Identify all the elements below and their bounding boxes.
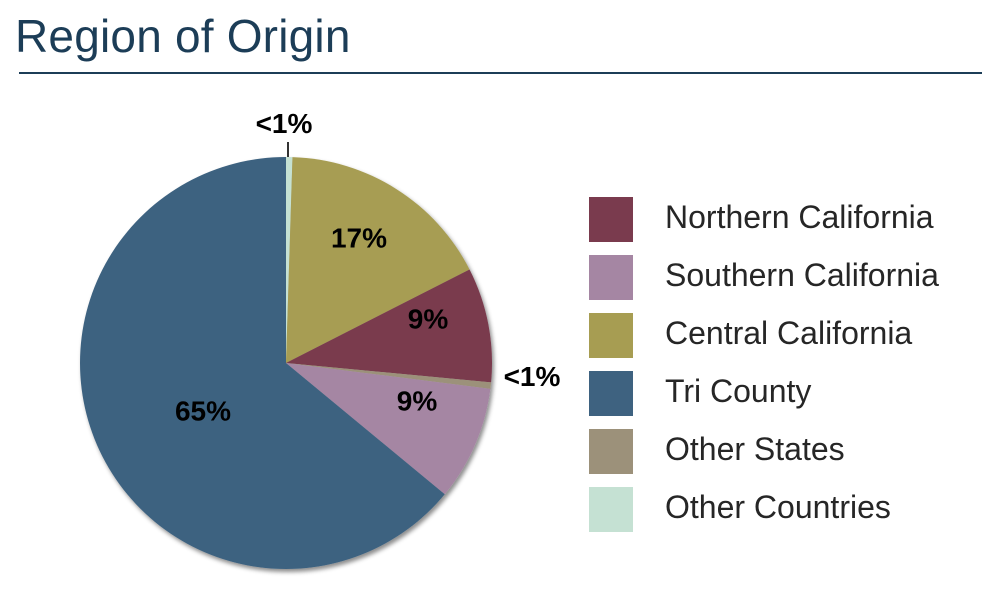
svg-text:65%: 65% — [175, 395, 231, 426]
svg-text:9%: 9% — [408, 303, 449, 334]
svg-text:<1%: <1% — [504, 361, 561, 392]
svg-text:9%: 9% — [397, 385, 438, 416]
svg-text:17%: 17% — [331, 222, 387, 253]
svg-text:<1%: <1% — [256, 108, 313, 139]
